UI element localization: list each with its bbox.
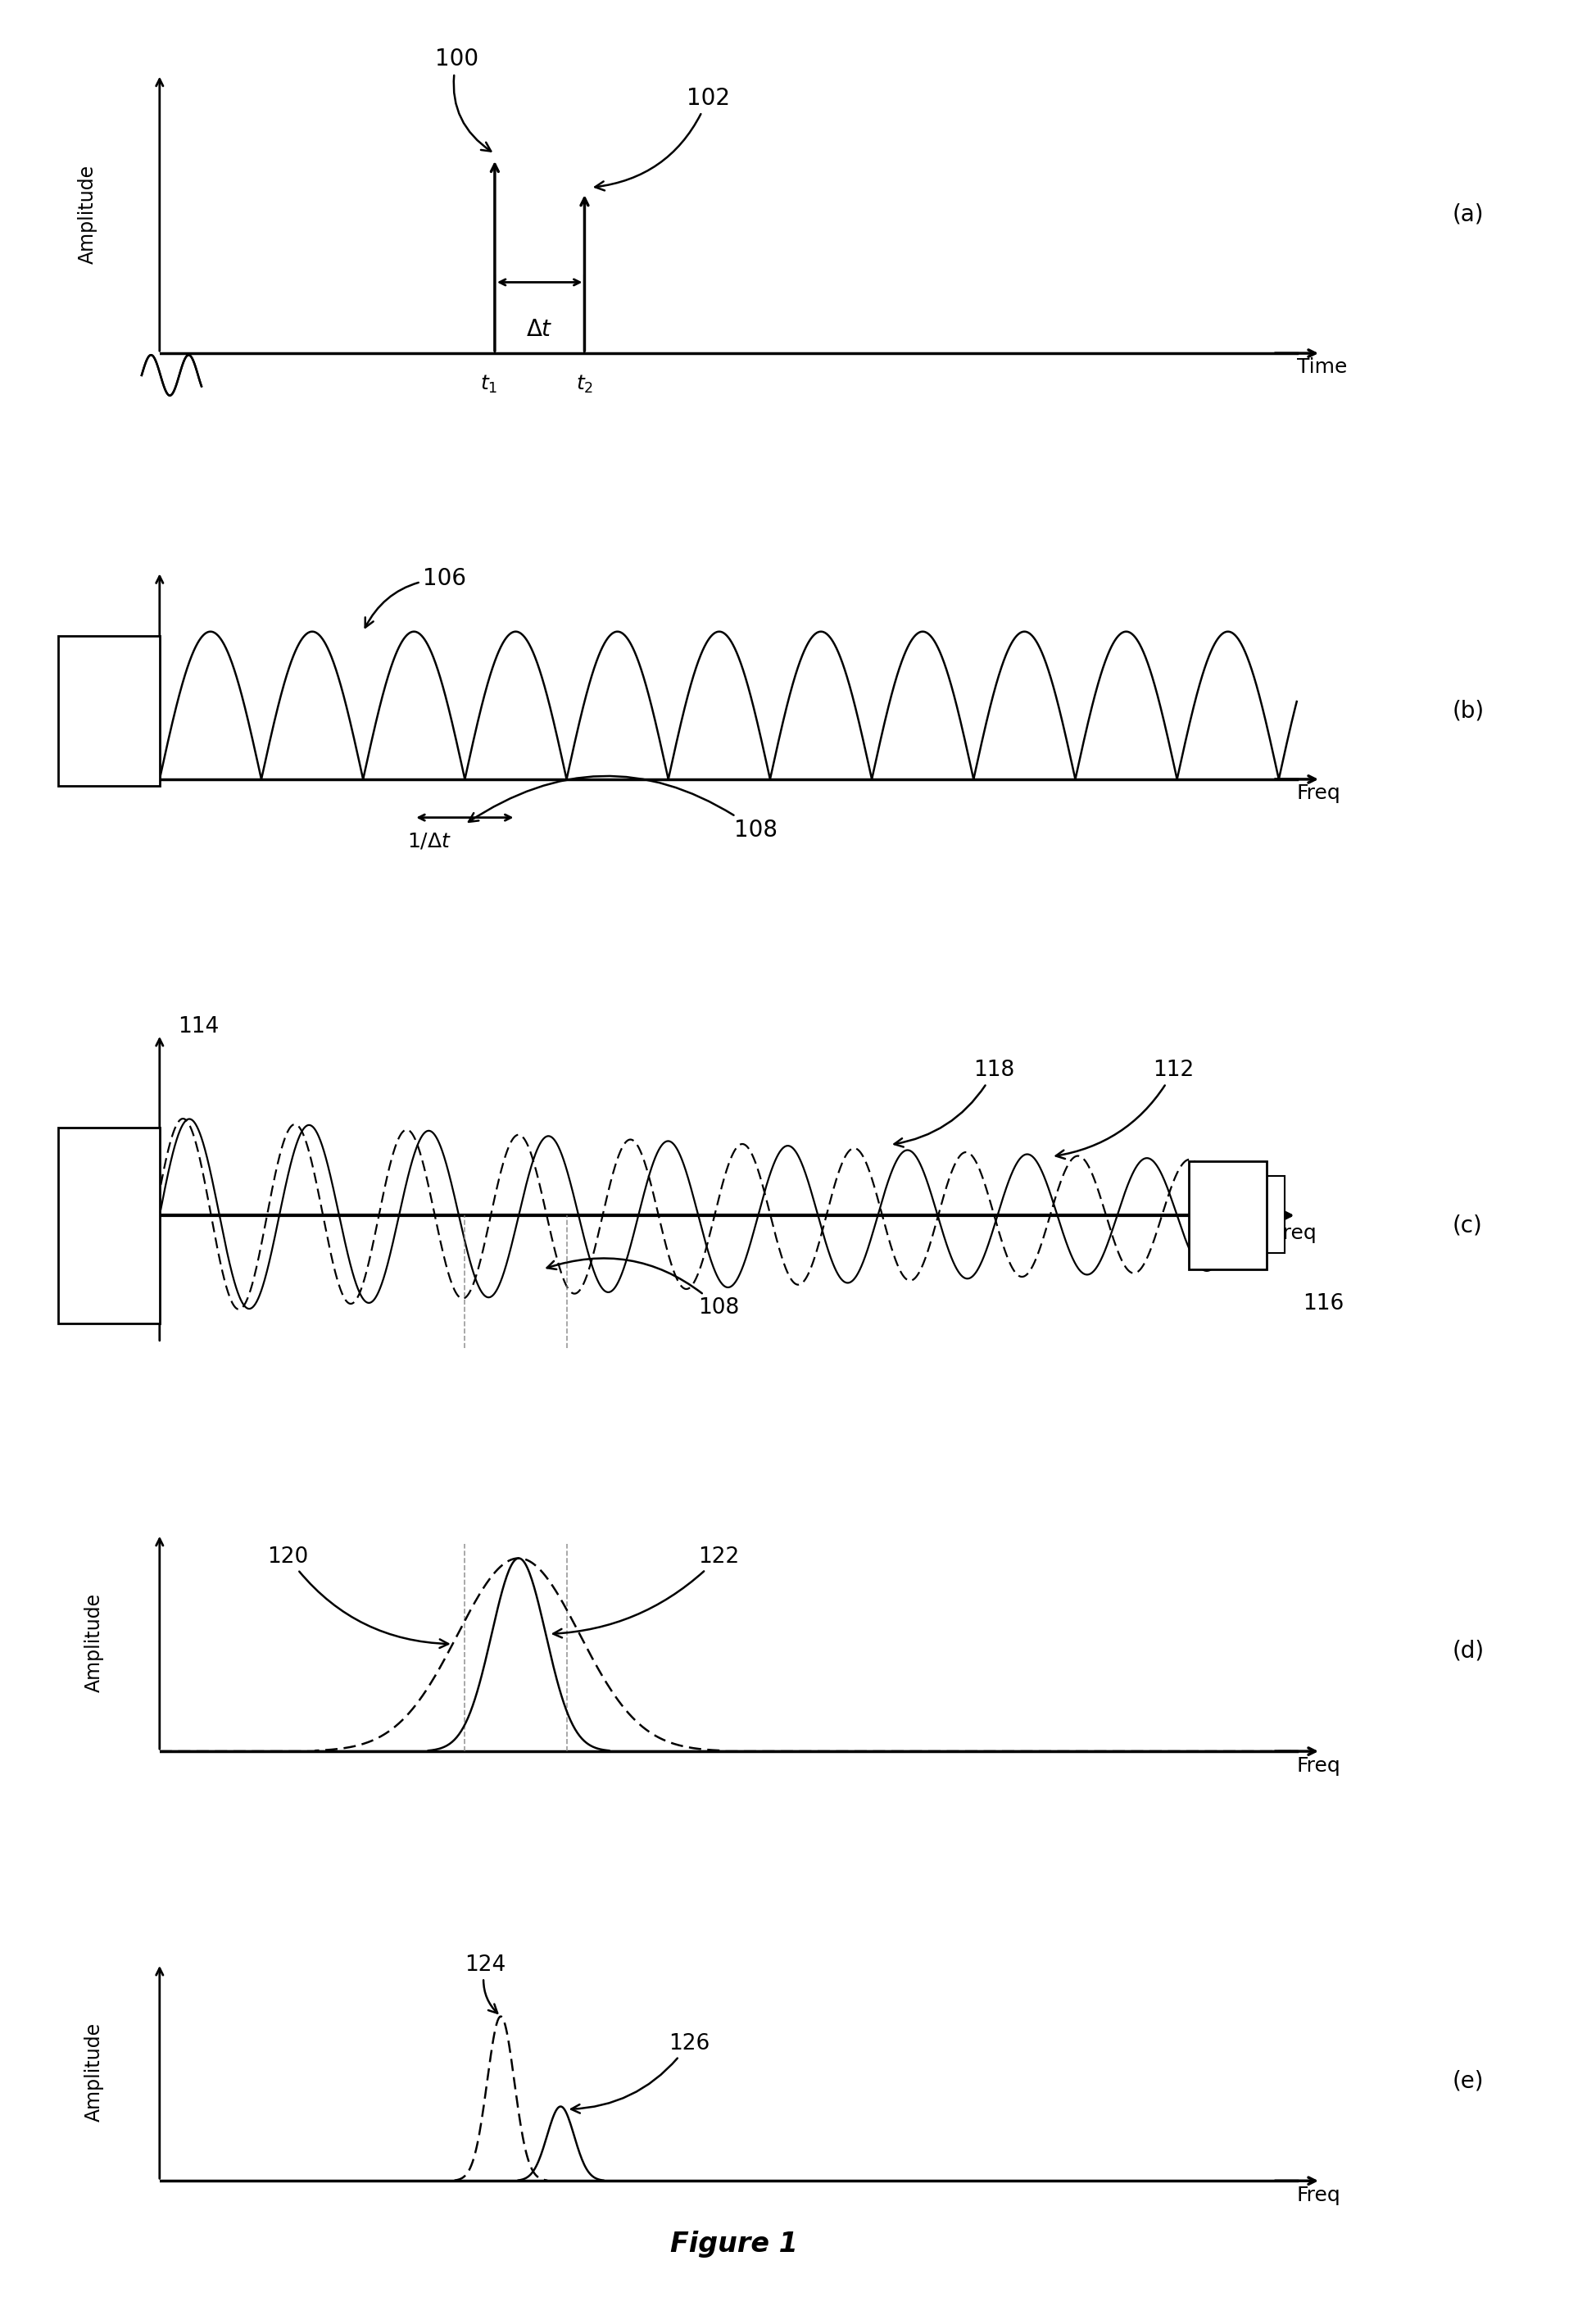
Text: 116: 116: [1302, 1293, 1344, 1314]
Bar: [1219, 1176, 1285, 1252]
Text: (b): (b): [1452, 698, 1484, 721]
Text: 122: 122: [554, 1546, 739, 1638]
Text: Time: Time: [1296, 356, 1347, 377]
Text: $\Delta t$: $\Delta t$: [527, 317, 554, 340]
Text: 106: 106: [365, 567, 466, 627]
Text: (e): (e): [1452, 2070, 1484, 2093]
Text: 100: 100: [434, 48, 492, 152]
Bar: [1189, 1162, 1267, 1270]
Text: 120: 120: [268, 1546, 448, 1647]
Text: 102: 102: [595, 87, 729, 191]
Text: Amplitude: Amplitude: [102, 671, 117, 751]
Text: 118: 118: [894, 1059, 1015, 1146]
Text: (a): (a): [1452, 202, 1484, 225]
Text: Freq: Freq: [1296, 1755, 1341, 1776]
Text: (c): (c): [1452, 1213, 1483, 1236]
Text: $1/\Delta t$: $1/\Delta t$: [407, 832, 452, 850]
Text: 108: 108: [547, 1259, 739, 1318]
Text: Freq: Freq: [1296, 2184, 1341, 2205]
Text: Freq: Freq: [1296, 783, 1341, 802]
Text: Figure 1: Figure 1: [670, 2230, 798, 2258]
Text: Amplitude: Amplitude: [78, 165, 97, 264]
Text: 108: 108: [469, 776, 777, 841]
Text: Freq: Freq: [1274, 1224, 1317, 1243]
Bar: [57, 1128, 160, 1323]
Text: Amplitude: Amplitude: [85, 2024, 104, 2122]
Text: 124: 124: [464, 1955, 506, 2012]
Text: 126: 126: [571, 2033, 710, 2113]
Text: Amplitude: Amplitude: [85, 1594, 104, 1693]
Text: 114: 114: [177, 1015, 219, 1036]
Bar: [57, 636, 160, 786]
Text: Amplitude: Amplitude: [102, 1185, 117, 1266]
Text: 112: 112: [1057, 1059, 1194, 1158]
Text: (d): (d): [1452, 1640, 1484, 1663]
Text: $t_1$: $t_1$: [480, 374, 498, 395]
Text: $t_2$: $t_2$: [576, 374, 594, 395]
